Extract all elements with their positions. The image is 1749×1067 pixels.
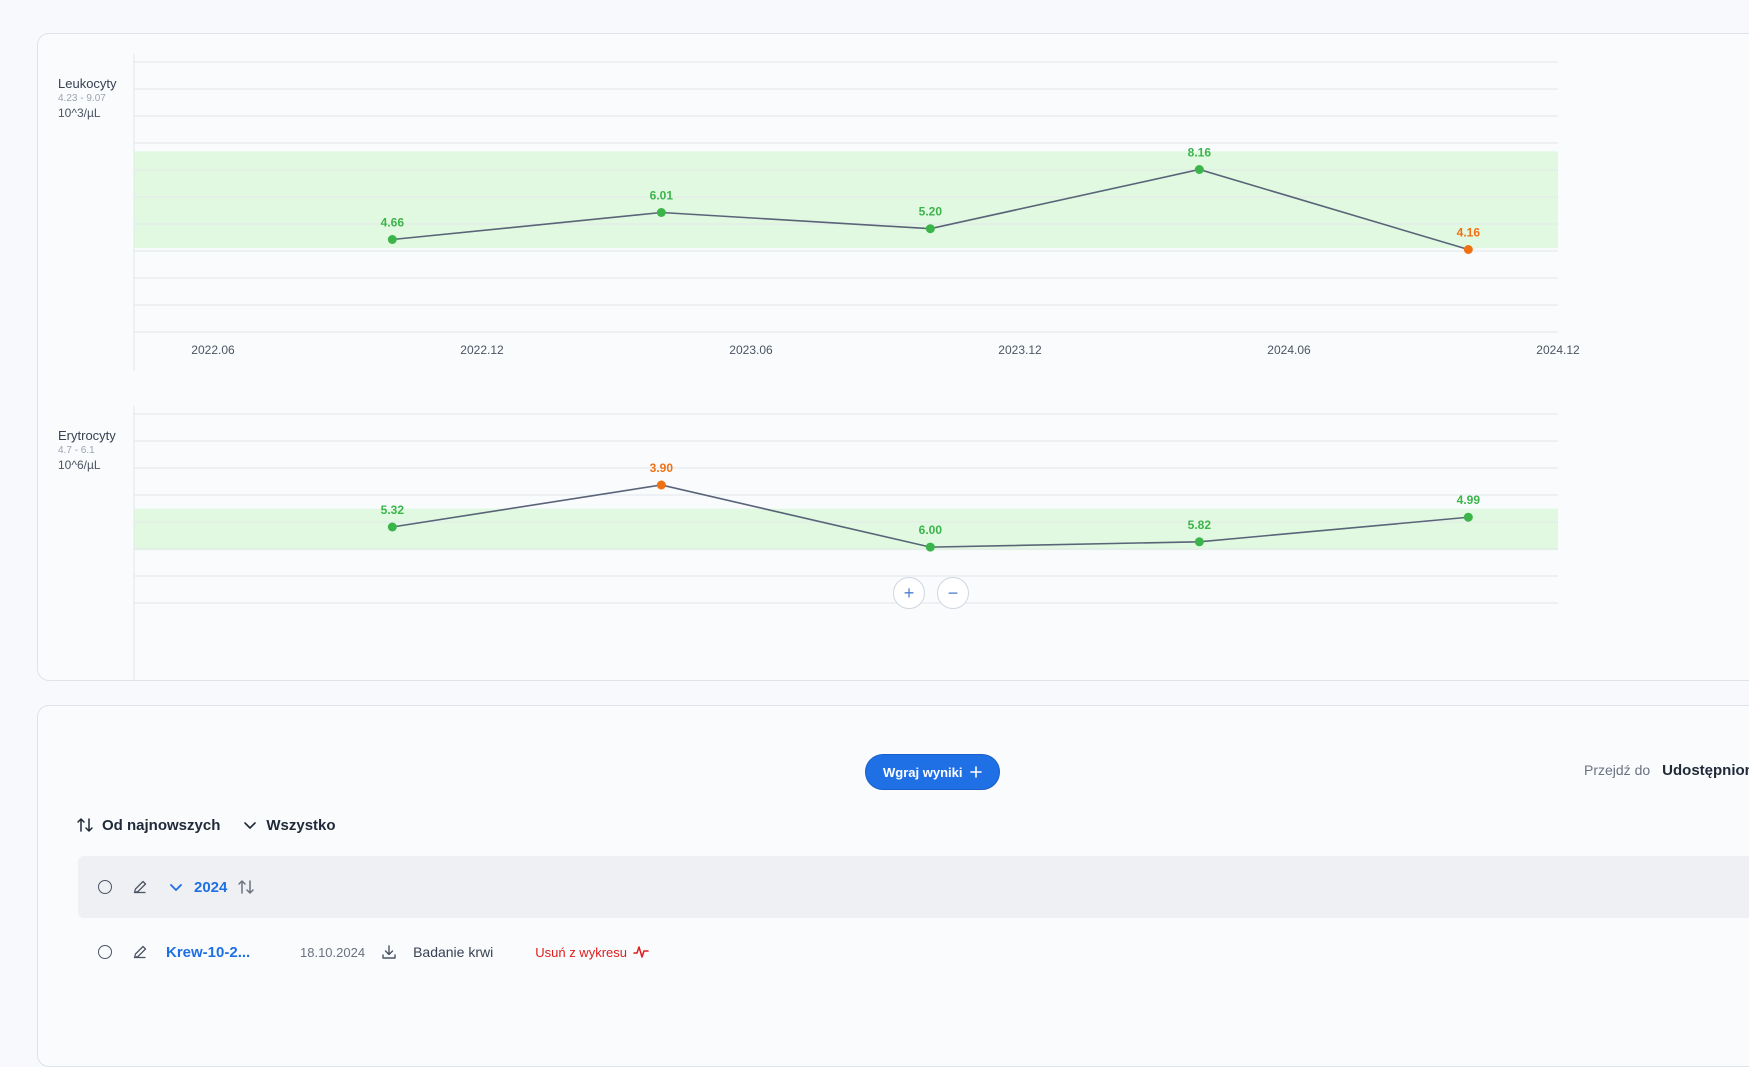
upload-results-button[interactable]: Wgraj wyniki (865, 754, 1001, 790)
data-label: 6.00 (919, 523, 943, 537)
chevron-down-icon[interactable] (168, 879, 184, 895)
download-icon[interactable] (381, 944, 397, 960)
file-row: Krew-10-2... 18.10.2024 Badanie krwi Usu… (78, 924, 1749, 980)
data-point[interactable] (1463, 512, 1473, 522)
goto-link-shared[interactable]: Udostępnion (1662, 762, 1749, 779)
zoom-in-button[interactable]: + (893, 577, 925, 609)
chart-title: Leukocyty (58, 76, 117, 91)
results-card: Wgraj wyniki Przejdź do Udostępnion Od n… (37, 705, 1749, 1067)
sort-order-label: Od najnowszych (102, 816, 221, 834)
data-point[interactable] (1194, 165, 1204, 174)
data-label: 8.16 (1188, 146, 1212, 160)
file-name-link[interactable]: Krew-10-2... (166, 943, 251, 961)
year-group-row: 2024 (78, 856, 1749, 918)
data-label: 5.82 (1188, 518, 1212, 532)
reference-range-band (134, 508, 1558, 551)
x-tick-label: 2022.06 (191, 343, 235, 357)
remove-from-chart-button[interactable]: Usuń z wykresu (535, 945, 649, 960)
filter-label: Wszystko (266, 816, 336, 834)
data-point[interactable] (925, 224, 935, 234)
filter-dropdown[interactable]: Wszystko (242, 816, 336, 834)
data-label: 4.16 (1457, 226, 1481, 240)
chart-unit: 10^6/µL (58, 458, 101, 472)
chart-reference-range: 4.7 - 6.1 (58, 445, 95, 456)
data-point[interactable] (1463, 245, 1473, 254)
chart-leukocyty: 2022.06 2022.12 2023.06 2023.12 2024.06 2024.… (133, 54, 1580, 371)
x-tick-label: 2024.12 (1536, 343, 1580, 357)
reference-range-band (134, 151, 1558, 249)
chart-erytrocyty: 5.32 3.90 6.00 5.82 4.99 (133, 406, 1558, 680)
file-type: Badanie krwi (413, 944, 494, 960)
data-label: 3.90 (650, 461, 674, 475)
chart-panel-erytrocyty: Erytrocyty 4.7 - 6.1 10^6/µL 5.32 3.90 6.0… (38, 386, 1749, 680)
sort-order-button[interactable]: Od najnowszych (76, 816, 220, 834)
x-tick-label: 2023.12 (998, 343, 1042, 357)
plus-icon (970, 766, 983, 778)
pulse-chart-icon (633, 945, 649, 959)
sort-arrows-icon (76, 816, 94, 834)
data-label: 4.66 (381, 216, 405, 230)
data-label: 5.20 (919, 205, 943, 219)
goto-label: Przejdź do (1584, 762, 1651, 778)
sort-arrows-icon[interactable] (237, 878, 255, 896)
x-tick-label: 2024.06 (1267, 343, 1311, 357)
goto-nav: Przejdź do Udostępnion (1584, 762, 1749, 779)
charts-card: Leukocyty 4.23 - 9.07 10^3/µL 2022.06 202… (37, 33, 1749, 681)
sort-filter-bar: Od najnowszych Wszystko (76, 816, 336, 834)
year-label[interactable]: 2024 (194, 878, 228, 896)
data-point[interactable] (387, 235, 397, 244)
edit-pencil-icon[interactable] (132, 879, 148, 895)
select-checkbox[interactable] (98, 880, 112, 894)
upload-button-label: Wgraj wyniki (883, 764, 963, 780)
chart-unit: 10^3/µL (58, 106, 101, 120)
select-checkbox[interactable] (98, 945, 112, 959)
chart-reference-range: 4.23 - 9.07 (58, 93, 106, 104)
data-point[interactable] (1194, 537, 1204, 547)
data-label: 6.01 (650, 189, 674, 203)
data-point[interactable] (656, 480, 666, 490)
data-point[interactable] (925, 542, 935, 552)
data-point[interactable] (387, 522, 397, 532)
file-date: 18.10.2024 (300, 944, 366, 960)
chevron-down-icon (242, 817, 258, 833)
data-label: 4.99 (1457, 493, 1481, 507)
x-tick-label: 2023.06 (729, 343, 773, 357)
chart-panel-leukocyty: Leukocyty 4.23 - 9.07 10^3/µL 2022.06 202… (38, 34, 1749, 374)
data-point[interactable] (656, 208, 666, 217)
edit-pencil-icon[interactable] (132, 944, 148, 960)
zoom-out-button[interactable]: − (937, 577, 969, 609)
remove-from-chart-label: Usuń z wykresu (535, 944, 627, 960)
x-tick-label: 2022.12 (460, 343, 504, 357)
data-label: 5.32 (381, 503, 405, 517)
chart-title: Erytrocyty (58, 428, 116, 443)
